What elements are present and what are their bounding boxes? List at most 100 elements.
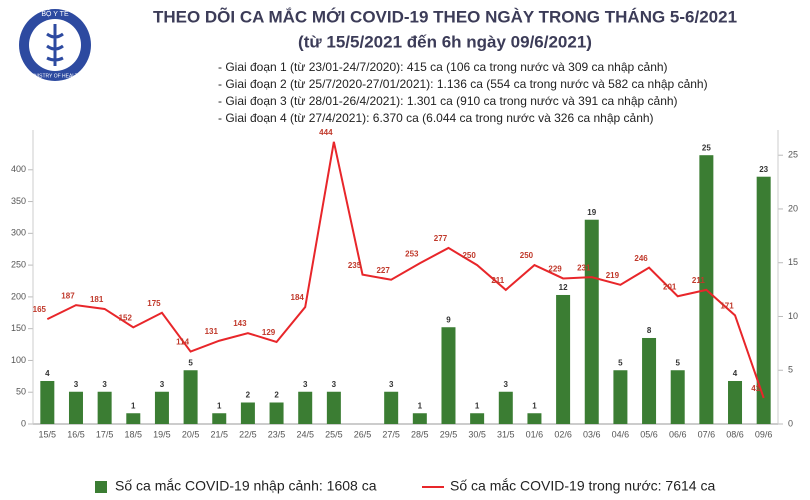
bar-label: 3 [102,380,107,389]
chart-title: THEO DÕI CA MẮC MỚI COVID-19 THEO NGÀY T… [153,6,737,26]
bar [183,370,198,424]
bar-label: 3 [74,380,79,389]
line-label: 219 [606,271,620,280]
line-label: 211 [692,276,705,285]
note: - Giai đoạn 1 (từ 23/01-24/7/2020): 415 … [218,60,668,74]
y-tick-label: 200 [11,291,26,301]
bar-label: 1 [418,401,423,410]
y-tick-label: 350 [11,196,26,206]
logo-bottom: MINISTRY OF HEALTH [29,73,82,79]
line-label: 250 [520,251,534,260]
note: - Giai đoạn 4 (từ 27/4/2021): 6.370 ca (… [218,111,654,125]
x-tick-label: 20/5 [182,429,200,439]
bar-label: 1 [217,401,222,410]
line-label: 131 [205,327,219,336]
x-tick-label: 16/5 [67,429,85,439]
bar-label: 1 [475,401,480,410]
chart-subtitle: (từ 15/5/2021 đến 6h ngày 09/6/2021) [298,32,592,51]
bar-label: 4 [45,369,50,378]
y2-tick-label: 15 [788,257,798,267]
line [46,141,765,399]
bar [556,294,571,424]
bar-label: 25 [702,143,711,152]
x-tick-label: 17/5 [96,429,114,439]
bar [584,219,599,424]
x-tick-label: 27/5 [382,429,400,439]
line-label: 211 [491,276,504,285]
legend-label: Số ca mắc COVID-19 trong nước: 7614 ca [450,478,715,494]
bar [126,413,141,424]
line-label: 165 [33,305,47,314]
x-tick-label: 15/5 [39,429,57,439]
bar [298,391,313,424]
y-tick-label: 100 [11,355,26,365]
y-tick-label: 0 [21,418,26,428]
logo-emblem [46,24,64,66]
x-tick-label: 21/5 [210,429,228,439]
note: - Giai đoạn 2 (từ 25/7/2020-27/01/2021):… [218,77,708,91]
bar-label: 3 [160,380,165,389]
y-tick-label: 300 [11,228,26,238]
y2-tick-label: 25 [788,150,798,160]
bar [412,413,427,424]
note: - Giai đoạn 3 (từ 28/01-26/4/2021): 1.30… [218,94,678,108]
bar [384,391,399,424]
bar [670,370,685,424]
line-label: 171 [720,301,734,310]
bar [326,391,341,424]
bar-label: 19 [587,208,596,217]
x-tick-label: 23/5 [268,429,286,439]
bar [527,413,542,424]
line-label: 201 [663,282,677,291]
y2-tick-label: 5 [788,365,793,375]
line-label: 229 [548,265,562,274]
x-tick-label: 07/6 [698,429,716,439]
bar-label: 3 [504,380,509,389]
y-tick-label: 400 [11,164,26,174]
x-tick-label: 04/6 [612,429,630,439]
line-label: 253 [405,249,419,258]
bar-label: 8 [647,326,652,335]
line-label: 152 [119,314,133,323]
bar [498,391,513,424]
bar [756,176,771,424]
x-tick-label: 18/5 [125,429,143,439]
line-label: 129 [262,328,276,337]
x-tick-label: 05/6 [640,429,658,439]
bar [40,380,55,424]
y-tick-label: 250 [11,259,26,269]
bar [642,337,657,424]
line-label: 277 [434,234,448,243]
logo-top: BỘ Y TẾ [41,8,69,18]
bar-label: 2 [246,391,251,400]
x-tick-label: 03/6 [583,429,601,439]
line-label: 181 [90,295,104,304]
line-label: 187 [61,291,75,300]
bar [470,413,485,424]
logo: BỘ Y TẾ MINISTRY OF HEALTH [19,8,91,81]
bar-label: 12 [559,283,568,292]
line-label: 231 [577,263,591,272]
legend-label: Số ca mắc COVID-19 nhập cảnh: 1608 ca [115,478,377,494]
y-tick-label: 150 [11,323,26,333]
bar [441,327,456,424]
bar-label: 3 [389,380,394,389]
bar-label: 3 [303,380,308,389]
line-label: 246 [634,254,648,263]
y2-tick-label: 20 [788,203,798,213]
bar [269,402,284,424]
bar-label: 1 [131,401,136,410]
y2-tick-label: 10 [788,311,798,321]
x-tick-label: 22/5 [239,429,257,439]
x-tick-label: 26/5 [354,429,372,439]
bar [212,413,227,424]
bar-label: 1 [532,401,537,410]
bar-label: 2 [274,391,279,400]
bar-label: 5 [675,358,680,367]
bar [68,391,83,424]
legend-swatch [95,481,107,493]
x-tick-label: 09/6 [755,429,773,439]
y2-tick-label: 0 [788,418,793,428]
x-tick-label: 25/5 [325,429,343,439]
